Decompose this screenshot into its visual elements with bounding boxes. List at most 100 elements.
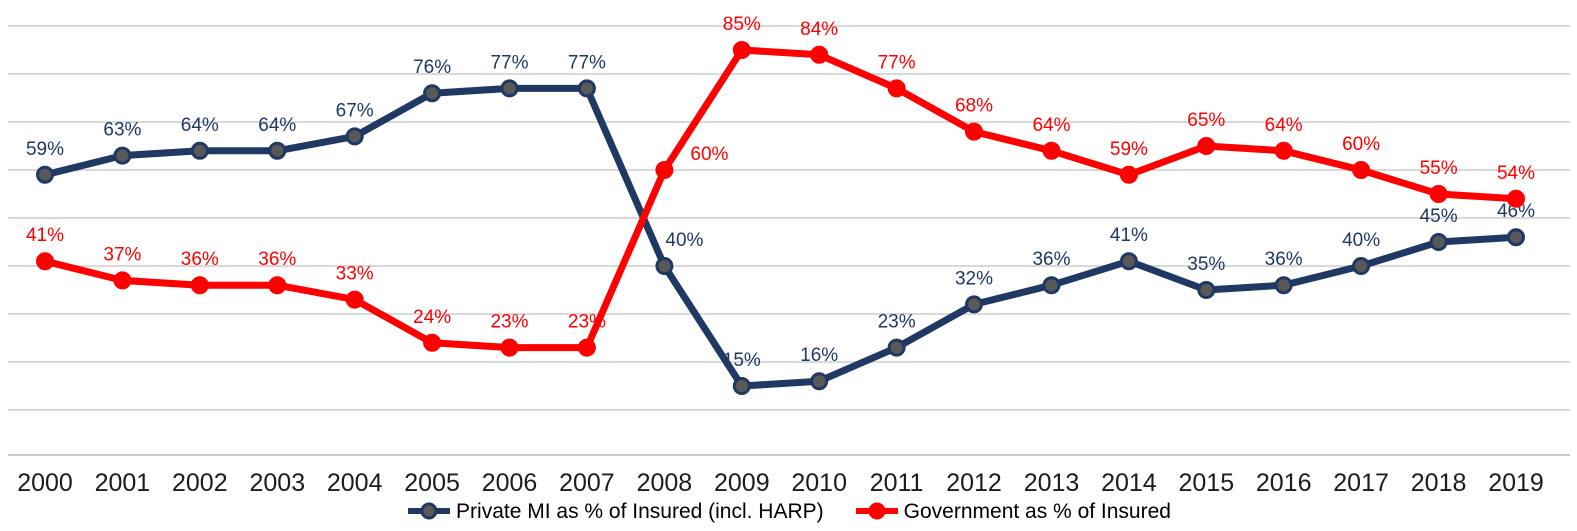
private-mi-legend-marker-icon [408,502,451,520]
data-label-series0-2018: 45% [1420,206,1458,227]
data-label-series1-2003: 36% [258,249,296,270]
x-axis-label-2006: 2006 [482,469,538,497]
data-label-series0-2010: 16% [800,345,838,366]
data-label-series1-2010: 84% [800,19,838,40]
legend-item-government: Government as % of Insured [854,501,1171,522]
data-label-series0-2006: 77% [490,52,528,73]
x-axis-label-2015: 2015 [1178,469,1234,497]
x-axis-label-2009: 2009 [714,469,770,497]
series1-marker-2018 [1429,185,1448,203]
x-axis-label-2007: 2007 [559,469,615,497]
series0-marker-2002 [190,141,209,160]
series0-marker-2004 [345,127,364,146]
data-label-series1-2018: 55% [1420,158,1458,179]
chart-legend: Private MI as % of Insured (incl. HARP) … [0,494,1577,528]
series0-marker-2010 [810,372,829,391]
data-label-series0-2012: 32% [955,268,993,289]
series1-marker-2010 [810,45,829,64]
series-line-0 [41,84,1520,390]
data-label-series1-2002: 36% [181,249,219,270]
data-label-series1-2015: 65% [1187,110,1225,131]
series0-marker-2013 [1042,276,1061,295]
data-label-series0-2003: 64% [258,115,296,136]
series1-marker-2001 [113,271,132,290]
series1-marker-2015 [1197,137,1216,155]
series0-marker-2001 [113,146,132,165]
data-label-series0-2014: 41% [1110,225,1148,246]
x-axis-label-2008: 2008 [637,469,693,497]
data-label-series1-2001: 37% [103,244,141,265]
series0-marker-2008 [655,257,674,275]
data-label-series1-2013: 64% [1032,115,1070,136]
x-axis-label-2000: 2000 [17,469,73,497]
series0-marker-2019 [1507,228,1525,247]
series1-marker-2003 [268,276,287,295]
series0-marker-2003 [268,141,287,160]
series1-marker-2013 [1042,141,1061,160]
series1-marker-2009 [732,41,751,59]
data-label-series1-2011: 77% [878,52,916,73]
data-label-series0-2002: 64% [181,115,219,136]
series0-marker-2016 [1274,276,1293,295]
x-axis-label-2016: 2016 [1256,469,1312,497]
data-label-series0-2016: 36% [1265,249,1303,270]
legend-label-government: Government as % of Insured [903,499,1171,523]
data-label-series1-2017: 60% [1342,134,1380,155]
data-label-series0-2015: 35% [1187,254,1225,275]
series0-marker-2005 [423,84,442,103]
x-axis-label-2012: 2012 [946,469,1002,497]
series-line-1 [41,46,1520,352]
government-legend-marker-icon [855,502,898,520]
legend-label-private-mi: Private MI as % of Insured (incl. HARP) [456,499,824,523]
data-label-series1-2008: 60% [690,144,728,165]
data-label-series1-2005: 24% [413,307,451,328]
data-label-series0-2001: 63% [103,120,141,141]
data-label-series0-2007: 77% [568,52,606,73]
data-label-series0-2005: 76% [413,57,451,78]
series1-marker-2000 [36,252,54,271]
series0-marker-2014 [1119,252,1138,271]
x-axis-label-2001: 2001 [95,469,151,497]
x-axis-label-2014: 2014 [1101,469,1157,497]
data-label-series1-2004: 33% [336,264,374,285]
series1-marker-2014 [1119,165,1138,184]
x-axis-label-2017: 2017 [1333,469,1389,497]
series0-marker-2006 [500,79,519,98]
series1-marker-2007 [577,338,596,357]
x-axis-label-2003: 2003 [249,469,305,497]
data-label-series1-2019: 54% [1497,163,1535,184]
data-label-series0-2011: 23% [878,312,916,333]
series0-marker-2015 [1197,281,1216,299]
data-label-series0-2019: 46% [1497,201,1535,222]
x-axis-label-2018: 2018 [1411,469,1467,497]
series1-marker-2002 [190,276,209,295]
series0-marker-2009 [732,377,751,395]
data-label-series1-2000: 41% [26,225,64,246]
series0-marker-2017 [1352,257,1371,275]
series1-marker-2005 [423,333,442,352]
data-label-series1-2006: 23% [490,312,528,333]
series0-marker-2007 [577,79,596,98]
series1-marker-2008 [655,161,674,179]
x-axis-label-2011: 2011 [870,469,924,497]
data-label-series1-2009: 85% [723,14,761,35]
data-label-series0-2017: 40% [1342,230,1380,251]
series1-marker-2012 [965,122,983,141]
x-axis-label-2019: 2019 [1488,469,1544,497]
x-axis-label-2013: 2013 [1024,469,1080,497]
data-label-series0-2008: 40% [665,230,703,251]
data-label-series1-2014: 59% [1110,139,1148,160]
x-axis-label-2010: 2010 [791,469,847,497]
series0-marker-2011 [887,338,906,357]
data-label-series1-2016: 64% [1265,115,1303,136]
series1-marker-2004 [345,290,364,309]
x-axis-label-2002: 2002 [172,469,228,497]
x-axis-label-2005: 2005 [404,469,460,497]
data-label-series0-2013: 36% [1032,249,1070,270]
data-label-series0-2004: 67% [336,100,374,121]
data-label-series0-2000: 59% [26,139,64,160]
series1-marker-2011 [887,79,906,98]
legend-item-private-mi: Private MI as % of Insured (incl. HARP) [406,501,824,522]
